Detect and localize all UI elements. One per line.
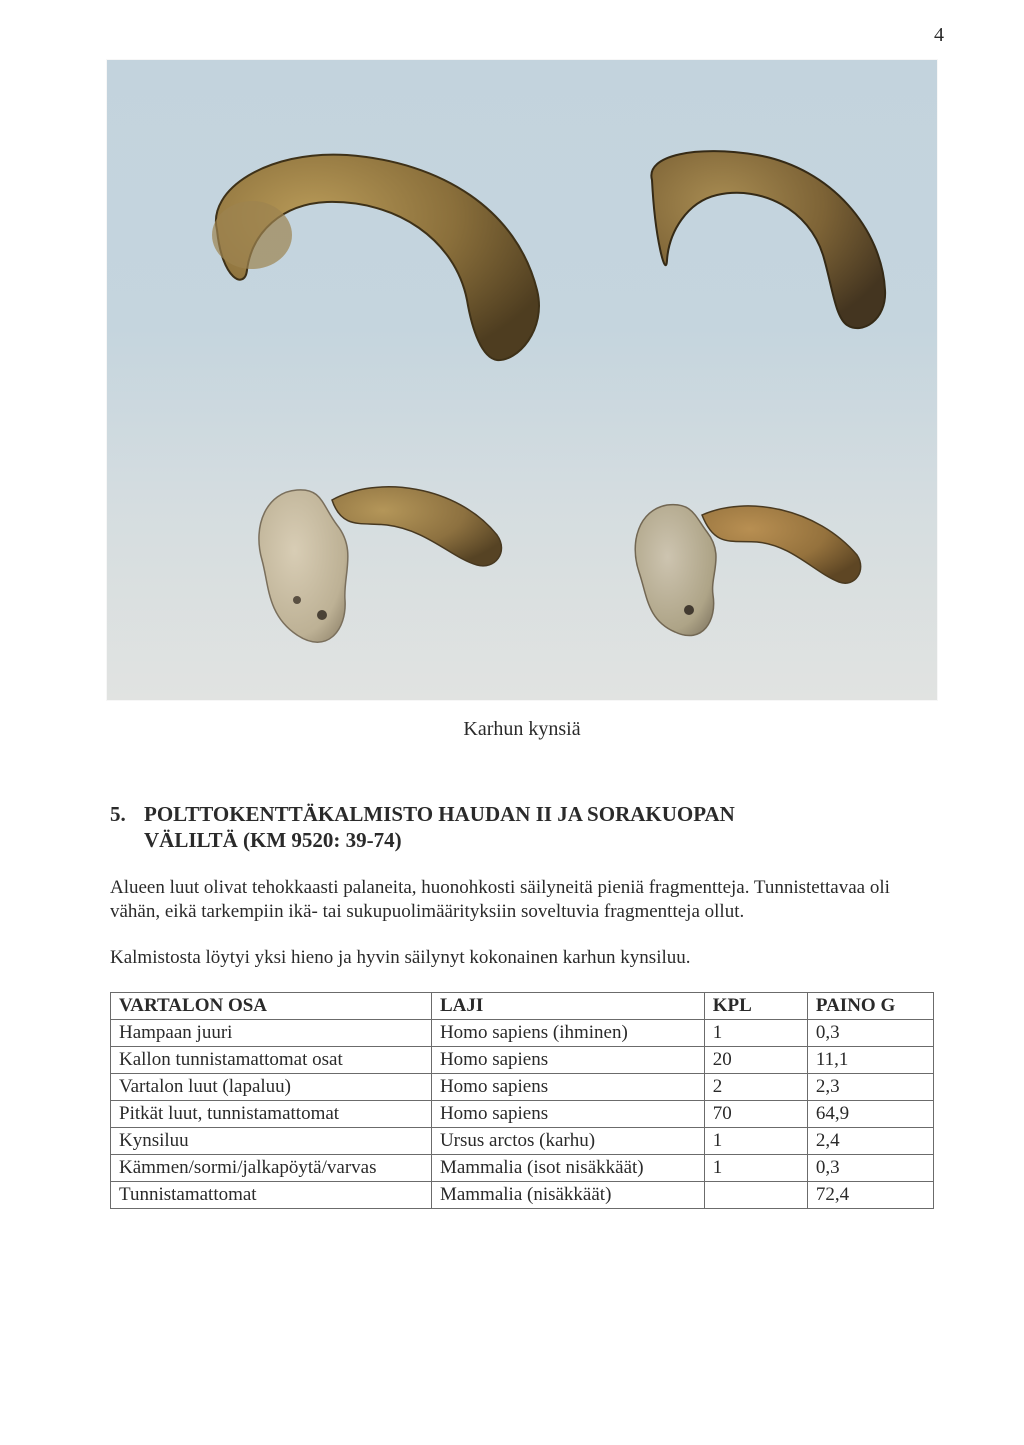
cell-part: Pitkät luut, tunnistamattomat: [111, 1101, 432, 1128]
th-part: VARTALON OSA: [111, 993, 432, 1020]
cell-part: Vartalon luut (lapaluu): [111, 1074, 432, 1101]
cell-weight: 2,4: [807, 1128, 933, 1155]
section-number: 5.: [110, 801, 144, 827]
cell-part: Kynsiluu: [111, 1128, 432, 1155]
claw-top-right: [627, 140, 907, 340]
cell-species: Homo sapiens: [431, 1101, 704, 1128]
cell-weight: 0,3: [807, 1155, 933, 1182]
table-row: Tunnistamattomat Mammalia (nisäkkäät) 72…: [111, 1182, 934, 1209]
cell-species: Homo sapiens: [431, 1074, 704, 1101]
cell-part: Kallon tunnistamattomat osat: [111, 1047, 432, 1074]
paragraph-1: Alueen luut olivat tehokkaasti palaneita…: [110, 876, 934, 925]
cell-species: Homo sapiens: [431, 1047, 704, 1074]
cell-count: 2: [704, 1074, 807, 1101]
findings-table: VARTALON OSA LAJI KPL PAINO G Hampaan ju…: [110, 992, 934, 1209]
cell-species: Ursus arctos (karhu): [431, 1128, 704, 1155]
cell-part: Kämmen/sormi/jalkapöytä/varvas: [111, 1155, 432, 1182]
table-row: Kallon tunnistamattomat osat Homo sapien…: [111, 1047, 934, 1074]
table-body: Hampaan juuri Homo sapiens (ihminen) 1 0…: [111, 1020, 934, 1209]
cell-count: 1: [704, 1155, 807, 1182]
th-count: KPL: [704, 993, 807, 1020]
table-row: Kämmen/sormi/jalkapöytä/varvas Mammalia …: [111, 1155, 934, 1182]
th-weight: PAINO G: [807, 993, 933, 1020]
cell-species: Mammalia (isot nisäkkäät): [431, 1155, 704, 1182]
cell-weight: 72,4: [807, 1182, 933, 1209]
cell-part: Hampaan juuri: [111, 1020, 432, 1047]
cell-weight: 2,3: [807, 1074, 933, 1101]
table-row: Hampaan juuri Homo sapiens (ihminen) 1 0…: [111, 1020, 934, 1047]
page-number: 4: [934, 24, 944, 47]
section-title: POLTTOKENTTÄKALMISTO HAUDAN II JA SORAKU…: [144, 801, 934, 854]
claw-bottom-left: [227, 430, 517, 670]
table-row: Kynsiluu Ursus arctos (karhu) 1 2,4: [111, 1128, 934, 1155]
cell-count: 1: [704, 1020, 807, 1047]
paragraph-2: Kalmistosta löytyi yksi hieno ja hyvin s…: [110, 946, 934, 970]
section-title-line1: POLTTOKENTTÄKALMISTO HAUDAN II JA SORAKU…: [144, 802, 735, 826]
figure-caption: Karhun kynsiä: [100, 718, 944, 741]
th-species: LAJI: [431, 993, 704, 1020]
table-row: Vartalon luut (lapaluu) Homo sapiens 2 2…: [111, 1074, 934, 1101]
cell-count: 70: [704, 1101, 807, 1128]
section-heading: 5. POLTTOKENTTÄKALMISTO HAUDAN II JA SOR…: [110, 801, 934, 854]
section-title-line2: VÄLILTÄ (KM 9520: 39-74): [144, 828, 402, 852]
table-row: Pitkät luut, tunnistamattomat Homo sapie…: [111, 1101, 934, 1128]
cell-weight: 11,1: [807, 1047, 933, 1074]
document-page: 4: [0, 0, 1024, 1445]
cell-count: 1: [704, 1128, 807, 1155]
cell-count: 20: [704, 1047, 807, 1074]
claw-bottom-right: [607, 460, 877, 660]
cell-count: [704, 1182, 807, 1209]
cell-species: Homo sapiens (ihminen): [431, 1020, 704, 1047]
cell-part: Tunnistamattomat: [111, 1182, 432, 1209]
cell-weight: 0,3: [807, 1020, 933, 1047]
figure-photo: [107, 60, 937, 700]
table-header-row: VARTALON OSA LAJI KPL PAINO G: [111, 993, 934, 1020]
section: 5. POLTTOKENTTÄKALMISTO HAUDAN II JA SOR…: [100, 801, 944, 1209]
cell-weight: 64,9: [807, 1101, 933, 1128]
cell-species: Mammalia (nisäkkäät): [431, 1182, 704, 1209]
claw-top-left: [197, 140, 567, 370]
